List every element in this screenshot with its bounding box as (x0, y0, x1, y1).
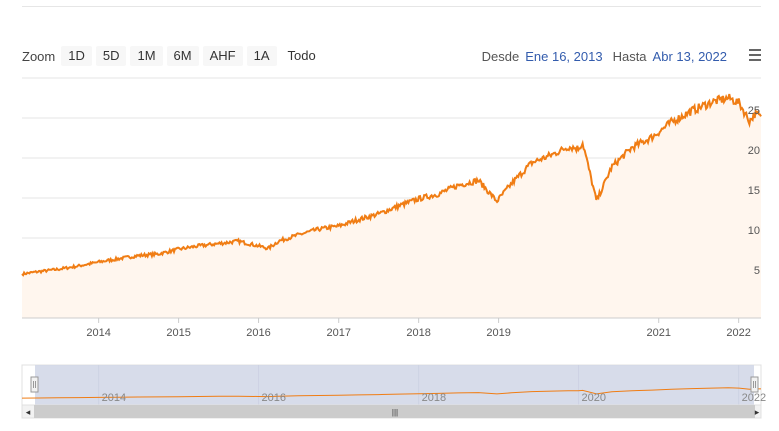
x-tick-label: 2021 (646, 327, 670, 339)
x-tick-label: 2015 (166, 327, 190, 339)
scrollbar-grip-icon: ||| (392, 408, 398, 417)
zoom-6m-button[interactable]: 6M (166, 46, 199, 66)
zoom-1d-button[interactable]: 1D (61, 46, 92, 66)
navigator-left-handle[interactable] (30, 376, 39, 393)
y-tick-label: 15 (748, 185, 760, 197)
navigator-tick-label: 2022 (742, 392, 766, 404)
navigator-tick-label: 2020 (582, 392, 606, 404)
navigator-series-line (21, 387, 762, 399)
navigator-tick-label: 2018 (422, 392, 446, 404)
zoom-label: Zoom (22, 48, 56, 64)
navigator-selection-mask[interactable] (35, 365, 754, 405)
scrollbar[interactable]: ||| ◂ ▸ (21, 404, 762, 419)
zoom-1m-button[interactable]: 1M (130, 46, 163, 66)
navigator-axis-labels: 2014 2016 2018 2020 2022 (102, 392, 766, 404)
zoom-5d-button[interactable]: 5D (95, 46, 127, 66)
x-tick-label: 2018 (406, 327, 430, 339)
range-from-label: Desde (481, 48, 520, 64)
y-tick-label: 20 (748, 145, 760, 157)
zoom-1y-button[interactable]: 1A (246, 46, 277, 66)
range-to-input[interactable]: Abr 13, 2022 (652, 48, 727, 64)
zoom-all-button[interactable]: Todo (280, 46, 323, 66)
x-tick-label: 2017 (326, 327, 350, 339)
zoom-toolbar: Zoom 1D 5D 1M 6M AHF 1A Todo (22, 44, 327, 68)
hamburger-menu-icon[interactable] (749, 49, 761, 63)
y-axis-labels: 5 10 15 20 25 (748, 105, 760, 277)
x-tick-label: 2022 (726, 327, 750, 339)
x-tick-label: 2016 (246, 327, 270, 339)
scrollbar-thumb[interactable] (34, 405, 755, 418)
range-from-input[interactable]: Ene 16, 2013 (525, 48, 603, 64)
scrollbar-left-arrow-icon[interactable]: ◂ (26, 407, 31, 417)
navigator-tick-label: 2014 (102, 392, 126, 404)
scrollbar-right-arrow-icon[interactable]: ▸ (755, 407, 760, 417)
range-to-label: Hasta (612, 48, 647, 64)
series-area (22, 94, 761, 318)
date-range-selector: Desde Ene 16, 2013 Hasta Abr 13, 2022 (472, 44, 727, 68)
y-tick-label: 25 (748, 105, 760, 117)
y-tick-label: 5 (754, 265, 760, 277)
navigator-right-handle[interactable] (750, 376, 759, 393)
top-divider (22, 6, 761, 7)
zoom-ytd-button[interactable]: AHF (202, 46, 243, 66)
x-tick-label: 2019 (486, 327, 510, 339)
series-line (21, 93, 762, 277)
x-axis-labels: 2014 2015 2016 2017 2018 2019 2021 2022 (86, 318, 751, 339)
navigator-tick-label: 2016 (262, 392, 286, 404)
y-tick-label: 10 (748, 225, 760, 237)
navigator[interactable]: 2014 2016 2018 2020 2022 (21, 364, 766, 406)
x-tick-label: 2014 (86, 327, 110, 339)
